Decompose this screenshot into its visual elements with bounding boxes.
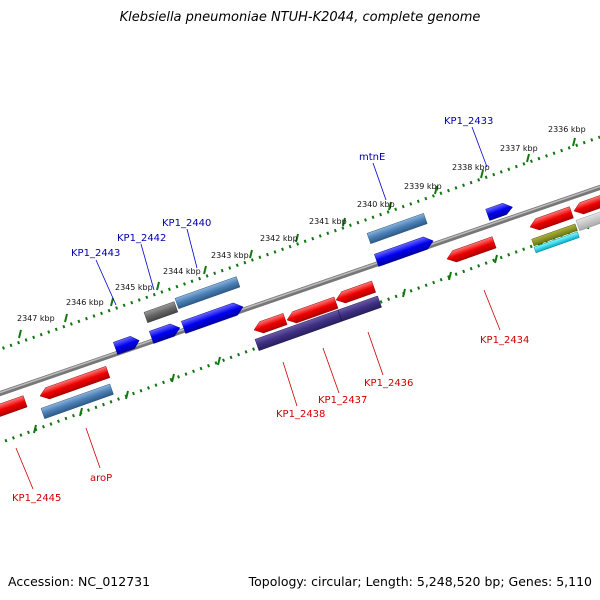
kbp-label: 2346 kbp	[66, 298, 104, 307]
kbp-label: 2345 kbp	[115, 283, 153, 292]
gene-label[interactable]: KP1_2433	[444, 116, 493, 127]
gene-KP1_2443[interactable]	[113, 334, 141, 355]
gene-label[interactable]: KP1_2440	[162, 218, 211, 229]
genome-summary: Topology: circular; Length: 5,248,520 bp…	[248, 574, 592, 589]
gene-aroP-red[interactable]	[38, 366, 111, 401]
gene-KP1_2434[interactable]	[445, 236, 497, 265]
gene-label[interactable]: KP1_2434	[480, 335, 529, 346]
kbp-label: 2343 kbp	[211, 251, 249, 260]
scale-tick	[434, 185, 438, 195]
scale-tick	[295, 233, 299, 243]
map-title: Klebsiella pneumoniae NTUH-K2044, comple…	[119, 10, 481, 25]
scale-tick	[526, 153, 530, 163]
kbp-label: 2339 kbp	[404, 182, 442, 191]
gene-KP1_2445[interactable]	[0, 395, 28, 418]
accession-text: Accession: NC_012731	[8, 574, 151, 589]
gene-right-red-1[interactable]	[528, 206, 574, 233]
gene-right-red-2[interactable]	[572, 191, 600, 217]
gene-right-cyan[interactable]	[533, 231, 580, 254]
gene-KP1_2436-red[interactable]	[334, 280, 376, 306]
gene-KP1_2440[interactable]	[174, 276, 241, 309]
gene-label[interactable]: mtnE	[359, 152, 385, 163]
scale-tick	[79, 407, 83, 417]
scale-tick	[448, 271, 452, 281]
kbp-label: 2347 kbp	[17, 314, 55, 323]
gene-features	[0, 191, 600, 419]
scale-tick	[33, 424, 37, 434]
kbp-label: 2341 kbp	[309, 217, 347, 226]
scale-tick	[18, 329, 22, 339]
scale-tick	[494, 254, 498, 264]
gene-KP1_2438-red[interactable]	[252, 313, 288, 335]
gene-KP1_2442-block[interactable]	[149, 321, 182, 344]
scale-tick	[342, 217, 346, 227]
gene-mtnE[interactable]	[366, 213, 428, 244]
genome-backbone	[0, 184, 600, 397]
gene-mtnE-block[interactable]	[374, 234, 435, 267]
label-leaders	[15, 126, 501, 490]
inner-scale-line	[4, 219, 600, 443]
scale-tick	[171, 373, 175, 383]
scale-tick	[156, 281, 160, 291]
kbp-label: 2338 kbp	[452, 163, 490, 172]
gene-label[interactable]: KP1_2436	[364, 378, 413, 389]
gene-aroP[interactable]	[40, 383, 114, 419]
scale-tick	[110, 297, 114, 307]
gene-label[interactable]: aroP	[90, 473, 112, 484]
kbp-label: 2344 kbp	[163, 267, 201, 276]
scale-tick	[125, 390, 129, 400]
gene-right-light[interactable]	[575, 210, 600, 231]
scale-tick	[388, 201, 392, 211]
scale-tick	[64, 313, 68, 323]
gene-label[interactable]: KP1_2445	[12, 493, 61, 504]
gene-label[interactable]: KP1_2437	[318, 395, 367, 406]
scale-tick	[480, 169, 484, 179]
gene-right-olive[interactable]	[531, 223, 578, 247]
gene-KP1_2437-red[interactable]	[285, 296, 339, 326]
gene-label[interactable]: KP1_2443	[71, 248, 120, 259]
gene-labels: KP1_2433 mtnE KP1_2440 KP1_2442 KP1_2443 KP1_…	[12, 116, 529, 504]
scale-tick	[217, 356, 221, 366]
gene-KP1_2433[interactable]	[485, 201, 515, 221]
scale-tick	[402, 288, 406, 298]
scale-tick	[572, 137, 576, 147]
gene-label[interactable]: KP1_2438	[276, 409, 325, 420]
kbp-label: 2337 kbp	[500, 144, 538, 153]
kbp-label: 2336 kbp	[548, 125, 586, 134]
outer-scale-line	[0, 135, 600, 351]
gene-KP1_2442[interactable]	[143, 301, 179, 323]
scale-tick	[203, 265, 207, 275]
kbp-label: 2340 kbp	[357, 200, 395, 209]
gene-KP1_2440-block[interactable]	[181, 300, 245, 334]
gene-KP1_2436-block[interactable]	[254, 295, 382, 351]
gene-label[interactable]: KP1_2442	[117, 233, 166, 244]
scale-tick	[249, 249, 253, 259]
kbp-label: 2342 kbp	[260, 234, 298, 243]
kbp-labels: 2336 kbp 2337 kbp 2338 kbp 2339 kbp 2340 kbp…	[17, 125, 586, 323]
